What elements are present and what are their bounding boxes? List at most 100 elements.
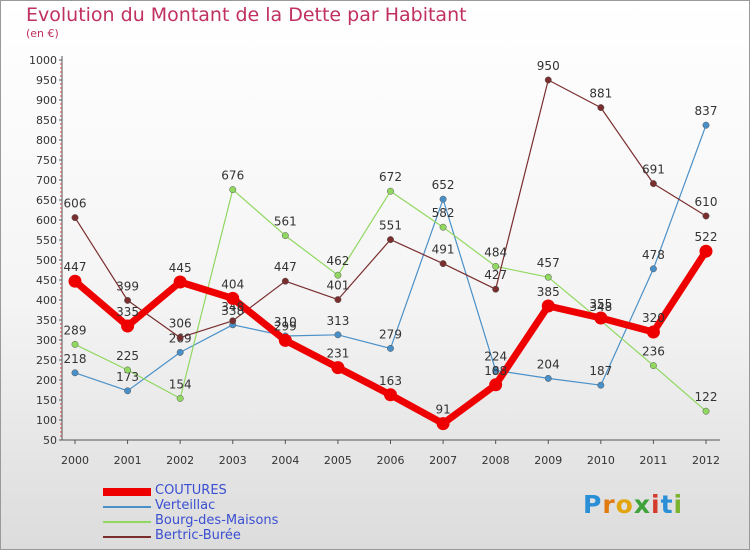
- legend-item-verteillac: Verteillac: [103, 498, 363, 514]
- data-label: 676: [221, 169, 244, 183]
- x-tick-label: 2008: [482, 454, 510, 467]
- data-label: 91: [435, 403, 450, 417]
- data-point: [229, 186, 237, 194]
- data-point: [121, 319, 135, 333]
- data-point: [702, 121, 710, 129]
- data-point: [492, 285, 500, 293]
- data-label: 313: [326, 314, 349, 328]
- data-label: 606: [64, 197, 87, 211]
- logo-letter: x: [633, 490, 651, 519]
- data-label: 691: [642, 163, 665, 177]
- y-tick-label: 200: [36, 374, 57, 387]
- data-point: [597, 381, 605, 389]
- data-point: [699, 244, 713, 258]
- y-tick-label: 700: [36, 174, 57, 187]
- data-point: [124, 366, 132, 374]
- y-tick-label: 300: [36, 334, 57, 347]
- data-point: [439, 223, 447, 231]
- data-label: 551: [379, 219, 402, 233]
- data-point: [384, 388, 397, 402]
- legend-label-coutures: COUTURES: [155, 483, 227, 498]
- y-tick-label: 900: [36, 94, 57, 107]
- y-tick-label: 950: [36, 74, 57, 87]
- data-point: [387, 187, 394, 195]
- data-label: 348: [589, 300, 612, 314]
- logo-letter: r: [602, 490, 616, 519]
- y-tick-label: 400: [36, 294, 57, 307]
- data-point: [68, 274, 82, 288]
- chart-subtitle: (en €): [26, 27, 59, 40]
- data-label: 950: [537, 59, 560, 73]
- data-label: 225: [116, 349, 139, 363]
- y-tick-label: 150: [36, 394, 57, 407]
- data-point: [544, 273, 552, 281]
- data-label: 231: [326, 347, 349, 361]
- data-label: 385: [537, 285, 560, 299]
- data-label: 447: [64, 260, 87, 274]
- data-label: 404: [221, 277, 244, 291]
- data-point: [281, 232, 289, 240]
- data-label: 457: [537, 256, 560, 270]
- data-label: 491: [432, 243, 455, 257]
- data-point: [649, 265, 657, 273]
- data-point: [439, 260, 447, 268]
- y-tick-label: 800: [36, 134, 57, 147]
- logo-letter: i: [651, 490, 661, 519]
- data-label: 561: [274, 215, 297, 229]
- y-tick-label: 100: [36, 414, 57, 427]
- data-label: 447: [274, 260, 297, 274]
- data-label: 224: [484, 349, 507, 363]
- legend-swatch-coutures: [103, 488, 151, 496]
- data-label: 401: [326, 279, 349, 293]
- data-label: 236: [642, 345, 665, 359]
- data-label: 154: [169, 377, 192, 391]
- x-tick-label: 2004: [271, 454, 299, 467]
- x-tick-label: 2003: [219, 454, 247, 467]
- x-tick-label: 2010: [587, 454, 615, 467]
- legend-label-bourg-des-maisons: Bourg-des-Maisons: [155, 513, 279, 528]
- data-label: 881: [589, 87, 612, 101]
- data-point: [702, 212, 710, 220]
- y-tick-label: 500: [36, 254, 57, 267]
- data-point: [492, 262, 500, 270]
- data-point: [649, 180, 657, 188]
- x-tick-label: 2011: [639, 454, 667, 467]
- data-point: [597, 104, 605, 112]
- data-label: 122: [695, 390, 718, 404]
- x-tick-label: 2012: [692, 454, 720, 467]
- data-label: 672: [379, 170, 402, 184]
- data-point: [71, 340, 79, 348]
- logo-letter: o: [615, 490, 634, 519]
- data-label: 188: [484, 364, 507, 378]
- data-point: [649, 362, 657, 370]
- data-point: [173, 275, 187, 289]
- chart-title: Evolution du Montant de la Dette par Hab…: [26, 4, 467, 26]
- data-point: [544, 374, 552, 382]
- legend: COUTURES Verteillac Bourg-des-Maisons Be…: [103, 483, 363, 544]
- data-point: [492, 366, 500, 374]
- data-label: 484: [484, 245, 507, 259]
- legend-item-bertric-buree: Bertric-Burée: [103, 528, 363, 544]
- y-tick-label: 1000: [29, 54, 57, 67]
- data-point: [176, 394, 184, 402]
- data-point: [331, 361, 345, 375]
- data-label: 163: [379, 374, 402, 388]
- x-tick-label: 2001: [114, 454, 142, 467]
- data-label: 652: [432, 178, 455, 192]
- legend-label-bertric-buree: Bertric-Burée: [155, 528, 241, 543]
- data-point: [436, 417, 450, 431]
- data-label: 478: [642, 248, 665, 262]
- data-point: [541, 299, 555, 313]
- data-point: [489, 378, 503, 392]
- logo-letter: t: [660, 490, 674, 519]
- legend-swatch-bertric-buree: [103, 536, 151, 538]
- data-label: 335: [116, 305, 139, 319]
- data-label: 399: [116, 279, 139, 293]
- x-tick-label: 2006: [377, 454, 405, 467]
- legend-swatch-bourg-des-maisons: [103, 521, 151, 523]
- data-label: 204: [537, 357, 560, 371]
- data-label: 289: [64, 323, 87, 337]
- data-label: 610: [695, 195, 718, 209]
- data-label: 299: [274, 319, 297, 333]
